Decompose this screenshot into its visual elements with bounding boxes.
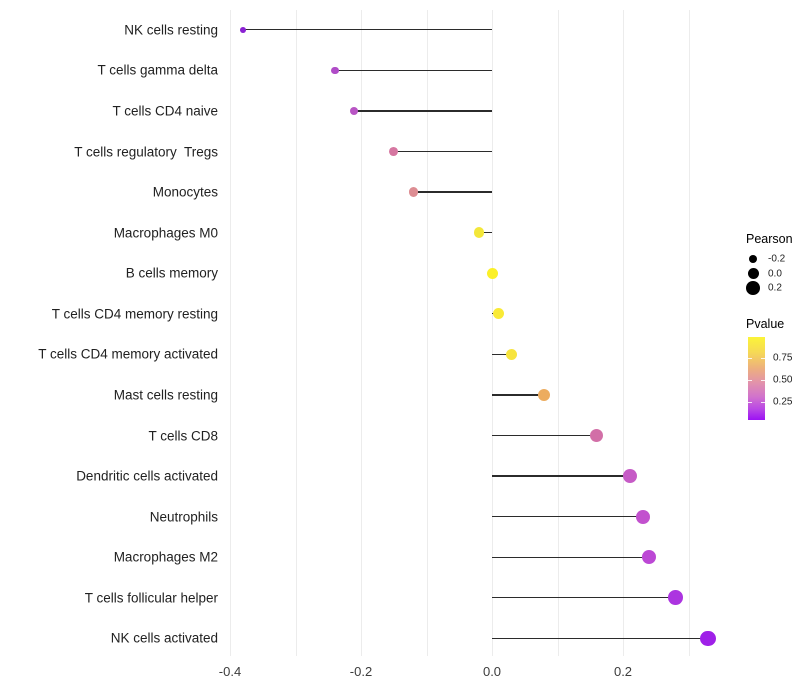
lollipop-dot <box>486 267 498 279</box>
category-label: B cells memory <box>125 265 218 281</box>
colorbar-tick <box>761 401 765 403</box>
lollipop-stem <box>492 556 650 558</box>
x-tick-label: 0.0 <box>482 664 502 679</box>
category-label: T cells follicular helper <box>84 590 218 606</box>
legend-size-dot <box>748 255 758 264</box>
lollipop-dot <box>642 550 657 565</box>
legend: Pearson -0.2 0.0 0.2 Pvalue 0.75 0.50 0.25 <box>744 232 800 421</box>
category-label: T cells gamma delta <box>97 62 218 78</box>
lollipop-stem <box>492 434 597 437</box>
lollipop-dot <box>505 348 518 361</box>
category-label: NK cells activated <box>110 630 218 646</box>
lollipop-stem <box>492 597 676 599</box>
lollipop-stem <box>492 637 709 640</box>
lollipop-dot <box>330 66 339 75</box>
lollipop-stem <box>492 353 512 356</box>
legend-size-entry: -0.2 <box>746 252 800 266</box>
lollipop-dot <box>492 308 505 320</box>
lollipop-dot <box>408 187 419 197</box>
lollipop-dot <box>350 106 359 115</box>
gridline <box>492 10 493 656</box>
lollipop-stem <box>492 394 545 396</box>
colorbar-tick-label: 0.50 <box>773 374 793 386</box>
category-label: T cells CD4 memory activated <box>38 346 218 362</box>
lollipop-dot <box>700 630 716 647</box>
lollipop-dot <box>635 509 650 524</box>
lollipop-stem <box>478 231 492 234</box>
category-label: Monocytes <box>152 184 218 200</box>
gridline <box>557 10 559 656</box>
legend-pvalue: Pvalue 0.75 0.50 0.25 <box>744 317 800 421</box>
colorbar-tick <box>761 380 765 382</box>
legend-pearson-title: Pearson <box>746 232 793 246</box>
category-label: Macrophages M2 <box>113 549 218 565</box>
colorbar-tick-label: 0.25 <box>773 396 793 408</box>
x-tick-label: 0.2 <box>613 664 633 679</box>
lollipop-dot <box>667 590 683 606</box>
legend-pvalue-title: Pvalue <box>746 317 785 332</box>
category-label: Mast cells resting <box>113 387 218 403</box>
lollipop-stem <box>243 29 492 31</box>
legend-size-label: -0.2 <box>768 253 786 265</box>
lollipop-stem <box>393 150 492 153</box>
category-label: Macrophages M0 <box>113 225 218 241</box>
legend-size-dot <box>747 268 759 280</box>
legend-pearson-size-entries: -0.2 0.0 0.2 <box>744 252 800 295</box>
lollipop-dot <box>590 428 604 443</box>
category-label: NK cells resting <box>124 22 218 38</box>
colorbar-tick <box>748 401 752 403</box>
x-tick-label: -0.4 <box>218 664 242 679</box>
lollipop-stem <box>413 191 492 193</box>
colorbar-tick-label: 0.75 <box>773 352 793 364</box>
category-label: Neutrophils <box>149 509 218 525</box>
gridline <box>295 10 297 656</box>
category-label: T cells CD4 memory resting <box>51 306 218 322</box>
legend-size-label: 0.2 <box>768 282 782 294</box>
lollipop-stem <box>492 515 643 518</box>
colorbar-tick <box>748 380 752 382</box>
category-label: Dendritic cells activated <box>76 468 218 484</box>
category-label: T cells regulatory Tregs <box>74 144 218 159</box>
lollipop-dot <box>473 227 485 238</box>
gridline <box>230 10 231 656</box>
lollipop-dot <box>389 147 399 156</box>
colorbar-tick <box>748 357 752 359</box>
colorbar-tick <box>761 357 765 359</box>
legend-size-entry: 0.2 <box>746 281 800 295</box>
gridline <box>688 10 690 656</box>
lollipop-dot <box>538 388 551 401</box>
legend-size-entry: 0.0 <box>746 266 800 280</box>
gridline <box>361 10 362 656</box>
legend-size-label: 0.0 <box>768 268 782 280</box>
lollipop-stem <box>334 69 492 72</box>
category-label: T cells CD8 <box>148 428 218 443</box>
lollipop-dot <box>622 469 637 484</box>
pvalue-colorbar: 0.75 0.50 0.25 <box>748 337 792 421</box>
lollipop-stem <box>492 475 630 477</box>
category-label: T cells CD4 naive <box>112 103 218 119</box>
x-tick-label: -0.2 <box>349 664 373 679</box>
lollipop-stem <box>354 110 492 112</box>
legend-size-dot <box>746 281 760 295</box>
gridline <box>623 10 624 656</box>
lollipop-dot <box>240 26 246 33</box>
gridline <box>426 10 428 656</box>
